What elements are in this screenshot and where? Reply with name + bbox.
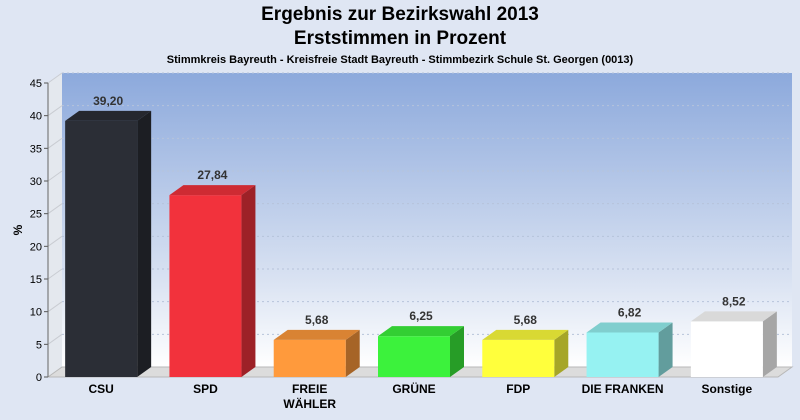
bar-side bbox=[137, 110, 152, 377]
chart-title: Ergebnis zur Bezirkswahl 2013 bbox=[261, 4, 539, 25]
gridline-side bbox=[47, 137, 63, 149]
y-tick-label: 20 bbox=[30, 241, 42, 253]
gridline-side bbox=[47, 170, 63, 182]
data-label: 27,84 bbox=[197, 168, 227, 182]
x-tick-label: SPD bbox=[193, 382, 218, 396]
bar-top bbox=[586, 322, 673, 333]
bar-side bbox=[450, 326, 464, 377]
bar-top bbox=[690, 311, 777, 322]
y-tick-label: 5 bbox=[36, 339, 42, 351]
y-tick-label: 25 bbox=[30, 209, 42, 221]
bar bbox=[378, 336, 450, 377]
bar-side bbox=[345, 329, 360, 377]
side-wall bbox=[48, 73, 62, 377]
x-tick-label: FDP bbox=[506, 382, 530, 396]
bar bbox=[65, 120, 138, 377]
x-tick-label: DIE FRANKEN bbox=[582, 382, 664, 396]
data-label: 8,52 bbox=[722, 294, 746, 308]
bar bbox=[169, 195, 242, 377]
bar bbox=[690, 321, 763, 377]
bar bbox=[482, 339, 555, 377]
x-tick-label: CSU bbox=[88, 382, 113, 396]
data-label: 5,68 bbox=[514, 313, 538, 327]
bar-side bbox=[762, 311, 777, 377]
bar-side bbox=[658, 322, 673, 377]
y-tick-label: 40 bbox=[30, 111, 42, 123]
y-tick-label: 35 bbox=[30, 143, 42, 155]
x-tick-label: FREIE bbox=[292, 382, 327, 396]
bar bbox=[586, 332, 659, 377]
bar-top bbox=[378, 326, 464, 337]
bar-top bbox=[273, 329, 360, 340]
y-tick-label: 15 bbox=[30, 274, 42, 286]
chart-title-line2: Erststimmen in Prozent bbox=[293, 28, 507, 49]
gridline-side bbox=[47, 301, 63, 313]
gridline-side bbox=[47, 333, 63, 345]
bar bbox=[273, 339, 346, 377]
gridline-side bbox=[47, 203, 63, 215]
x-tick-label: Sonstige bbox=[702, 382, 753, 396]
y-tick-label: 30 bbox=[30, 176, 42, 188]
bar-top bbox=[65, 110, 152, 121]
y-tick-label: 45 bbox=[30, 78, 42, 90]
bar-side bbox=[554, 329, 569, 377]
y-axis-label: % bbox=[11, 224, 25, 235]
gridline-side bbox=[47, 72, 63, 84]
data-label: 5,68 bbox=[305, 313, 329, 327]
bar-top bbox=[169, 185, 256, 196]
gridline-side bbox=[47, 235, 63, 247]
data-label: 39,20 bbox=[93, 94, 123, 108]
data-label: 6,25 bbox=[409, 309, 433, 323]
bar-side bbox=[241, 185, 256, 377]
y-tick-label: 10 bbox=[30, 307, 42, 319]
x-tick-label: WÄHLER bbox=[283, 396, 336, 411]
x-tick-label: GRÜNE bbox=[392, 381, 435, 396]
gridline-side bbox=[47, 268, 63, 280]
gridline-side bbox=[47, 105, 63, 117]
y-tick-label: 0 bbox=[36, 372, 42, 384]
data-label: 6,82 bbox=[618, 305, 642, 319]
chart-subtitle: Stimmkreis Bayreuth - Kreisfreie Stadt B… bbox=[166, 54, 634, 66]
bar-top bbox=[482, 329, 569, 340]
